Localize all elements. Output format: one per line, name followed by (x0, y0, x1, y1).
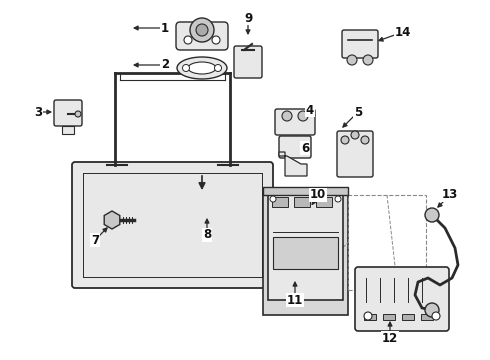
Bar (263, 187, 348, 195)
Circle shape (196, 24, 208, 36)
FancyBboxPatch shape (337, 131, 373, 177)
Text: 8: 8 (203, 229, 211, 242)
Text: 12: 12 (382, 332, 398, 345)
Circle shape (75, 111, 81, 117)
Bar (294, 197, 310, 207)
Bar (316, 197, 332, 207)
Text: 11: 11 (287, 293, 303, 306)
FancyBboxPatch shape (355, 267, 449, 331)
Text: 5: 5 (354, 105, 362, 118)
Circle shape (432, 312, 440, 320)
FancyBboxPatch shape (72, 162, 273, 288)
Text: 10: 10 (310, 189, 326, 202)
Text: 4: 4 (306, 104, 314, 117)
Text: 14: 14 (395, 26, 411, 39)
Circle shape (425, 208, 439, 222)
Circle shape (270, 196, 276, 202)
Bar (273, 237, 338, 269)
Circle shape (282, 111, 292, 121)
Text: 13: 13 (442, 189, 458, 202)
Text: 7: 7 (91, 234, 99, 247)
Circle shape (364, 312, 372, 320)
Circle shape (335, 196, 341, 202)
Text: 9: 9 (244, 12, 252, 24)
Text: 1: 1 (161, 22, 169, 35)
Bar (383, 314, 395, 320)
Text: 3: 3 (34, 105, 42, 118)
Bar (348, 195, 426, 290)
Circle shape (347, 55, 357, 65)
Circle shape (298, 111, 308, 121)
FancyBboxPatch shape (54, 100, 82, 126)
Bar (272, 197, 288, 207)
FancyBboxPatch shape (279, 136, 311, 158)
Ellipse shape (188, 62, 216, 74)
Polygon shape (279, 152, 307, 176)
Circle shape (361, 136, 369, 144)
Circle shape (190, 18, 214, 42)
FancyBboxPatch shape (275, 109, 315, 135)
Ellipse shape (177, 57, 227, 79)
Circle shape (341, 136, 349, 144)
Bar (268, 195, 343, 300)
FancyBboxPatch shape (176, 22, 228, 50)
Circle shape (363, 55, 373, 65)
Circle shape (215, 64, 221, 72)
Circle shape (184, 36, 192, 44)
Bar (263, 190, 348, 315)
Text: 6: 6 (301, 141, 309, 154)
Bar (402, 314, 414, 320)
Circle shape (212, 36, 220, 44)
Bar (421, 314, 433, 320)
Polygon shape (104, 211, 120, 229)
Bar (62, 126, 74, 134)
FancyBboxPatch shape (234, 46, 262, 78)
Text: 2: 2 (161, 58, 169, 72)
Bar (364, 314, 376, 320)
FancyBboxPatch shape (342, 30, 378, 58)
Circle shape (351, 131, 359, 139)
Circle shape (182, 64, 190, 72)
Circle shape (425, 303, 439, 317)
